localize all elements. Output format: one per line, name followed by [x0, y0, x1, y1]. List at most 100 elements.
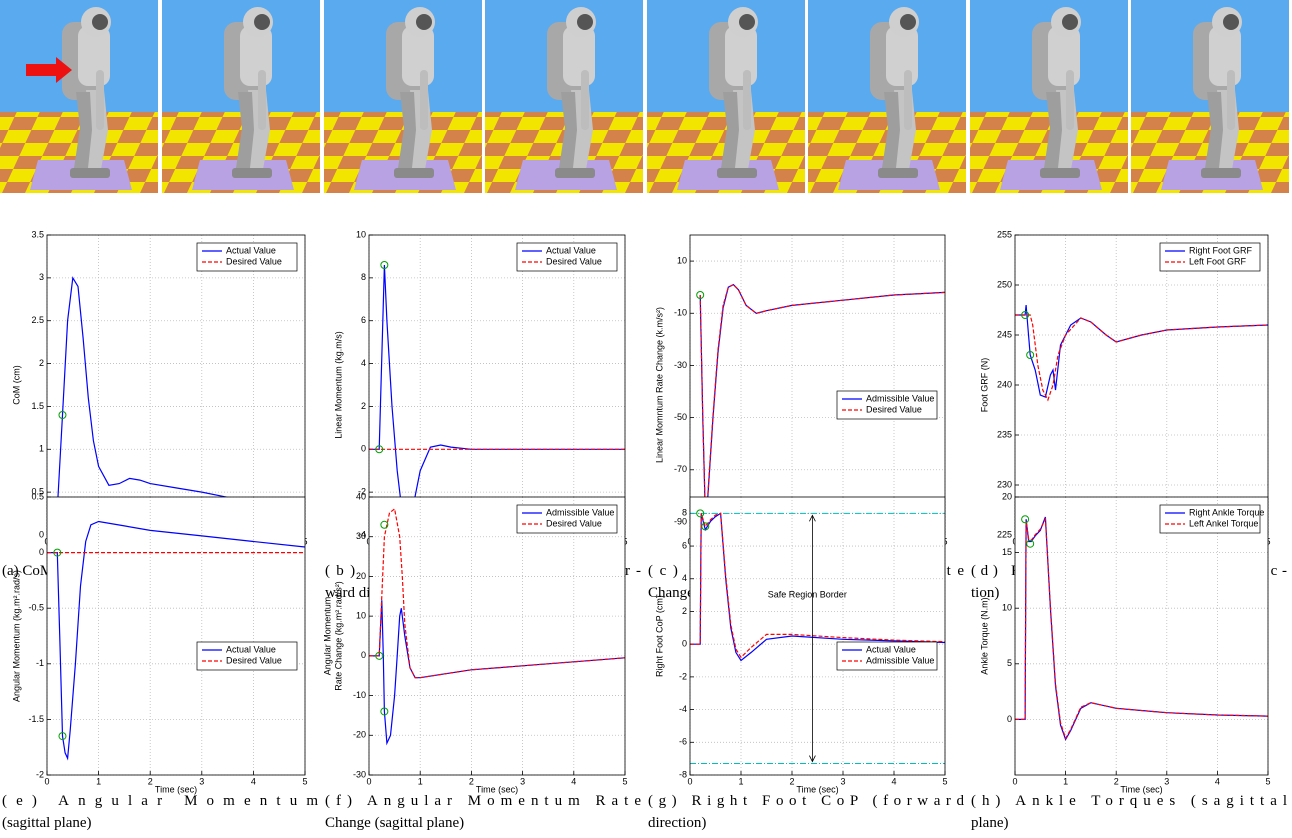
y-tick-label: -2 [679, 671, 687, 681]
x-tick-label: 4 [1215, 776, 1220, 786]
marker [380, 520, 389, 529]
robot-snapshot [485, 0, 643, 193]
y-tick-label: 0.5 [31, 487, 44, 497]
robot-snapshot [162, 0, 320, 193]
legend-label: Admissible Value [866, 393, 934, 403]
y-tick-label: 10 [677, 255, 687, 265]
y-tick-label: -2 [358, 487, 366, 497]
plot-frame [368, 496, 626, 776]
y-tick-label: 0 [682, 639, 687, 649]
y-tick-label: 0 [1007, 714, 1012, 724]
legend-label: Desired Value [226, 256, 282, 266]
marker [1026, 539, 1035, 548]
x-tick-label: 2 [1114, 776, 1119, 786]
y-axis-label: Angular Momentum (kg.m².rad/s) [11, 570, 21, 702]
y-tick-label: 5 [1007, 658, 1012, 668]
y-tick-label: -0.5 [28, 603, 44, 613]
arrow-head [809, 514, 816, 522]
marker [375, 651, 384, 660]
plot-area [690, 235, 945, 535]
y-tick-label: 3 [39, 272, 44, 282]
y-tick-label: 15 [1002, 547, 1012, 557]
caption: (g) Right Foot CoP (forward [648, 793, 964, 809]
y-tick-label: 240 [997, 379, 1012, 389]
y-tick-label: 235 [997, 429, 1012, 439]
x-tick-label: 0 [1012, 776, 1017, 786]
y-axis-label: Rate Change (kg.m².rad/s²) [333, 581, 343, 691]
x-axis-label: Time (sec) [155, 784, 197, 794]
x-tick-label: 0 [366, 776, 371, 786]
y-tick-label: 4 [361, 358, 366, 368]
y-tick-label: 2 [682, 606, 687, 616]
y-axis-label: Linear Momentum (kg.m/s) [333, 331, 343, 439]
x-tick-label: 0 [44, 776, 49, 786]
caption: plane) [971, 815, 1008, 831]
series-line [369, 600, 625, 746]
plot-area [1015, 497, 1268, 775]
y-tick-label: 8 [361, 272, 366, 282]
x-tick-label: 3 [1164, 776, 1169, 786]
y-tick-label: -30 [674, 360, 687, 370]
robot-snapshot [970, 0, 1128, 193]
legend-label: Right Foot GRF [1189, 245, 1253, 255]
robot-snapshot [0, 0, 158, 193]
y-tick-label: 0.5 [31, 491, 44, 501]
y-tick-label: -70 [674, 464, 687, 474]
series-line [1015, 314, 1268, 402]
y-tick-label: 10 [356, 229, 366, 239]
caption: (h) Ankle Torques (sagittal [971, 793, 1287, 809]
y-tick-label: 6 [682, 540, 687, 550]
x-tick-label: 0 [687, 776, 692, 786]
y-axis-label: CoM (cm) [11, 365, 21, 405]
marker [58, 732, 67, 741]
series-line [47, 276, 305, 510]
y-tick-label: 225 [997, 529, 1012, 539]
series-line [1015, 516, 1268, 740]
x-tick-label: 4 [571, 776, 576, 786]
x-axis-label: Time (sec) [1120, 784, 1162, 794]
y-tick-label: 8 [682, 508, 687, 518]
robot-snapshot [647, 0, 805, 193]
marker [380, 707, 389, 716]
marker [53, 548, 62, 557]
marker [696, 509, 705, 518]
marker [1021, 515, 1030, 524]
y-tick-label: 1.5 [31, 401, 44, 411]
legend-box [196, 242, 298, 272]
x-tick-label: 3 [840, 776, 845, 786]
marker [1021, 311, 1030, 319]
x-tick-label: 2 [789, 776, 794, 786]
plot-area [690, 497, 945, 775]
caption: tion) [971, 585, 999, 601]
caption: (sagittal plane) [2, 815, 92, 831]
marker [58, 411, 67, 419]
y-tick-label: 0 [361, 650, 366, 660]
legend-box [1159, 504, 1261, 534]
legend-label: Actual Value [226, 644, 276, 654]
x-tick-label: 4 [891, 776, 896, 786]
legend-box [516, 504, 618, 534]
legend-label: Desired Value [546, 518, 602, 528]
x-tick-label: 1 [738, 776, 743, 786]
series-line [690, 512, 945, 659]
y-tick-label: -90 [674, 516, 687, 526]
y-tick-label: 10 [1002, 603, 1012, 613]
arrow-head [809, 755, 816, 763]
legend-box [836, 641, 938, 671]
plot-area [47, 235, 305, 535]
x-axis-label: Time (sec) [476, 784, 518, 794]
x-tick-label: 1 [1063, 776, 1068, 786]
y-tick-label: -4 [358, 529, 366, 539]
legend-label: Admissible Value [866, 655, 934, 665]
series-line [369, 507, 625, 679]
y-tick-label: -1 [36, 658, 44, 668]
legend-label: Actual Value [546, 245, 596, 255]
y-tick-label: 250 [997, 279, 1012, 289]
x-tick-label: 4 [251, 776, 256, 786]
legend-label: Actual Value [866, 644, 916, 654]
y-tick-label: -2 [36, 769, 44, 779]
y-tick-label: -8 [679, 769, 687, 779]
y-tick-label: -30 [353, 769, 366, 779]
y-tick-label: 30 [356, 531, 366, 541]
y-tick-label: 20 [356, 571, 366, 581]
